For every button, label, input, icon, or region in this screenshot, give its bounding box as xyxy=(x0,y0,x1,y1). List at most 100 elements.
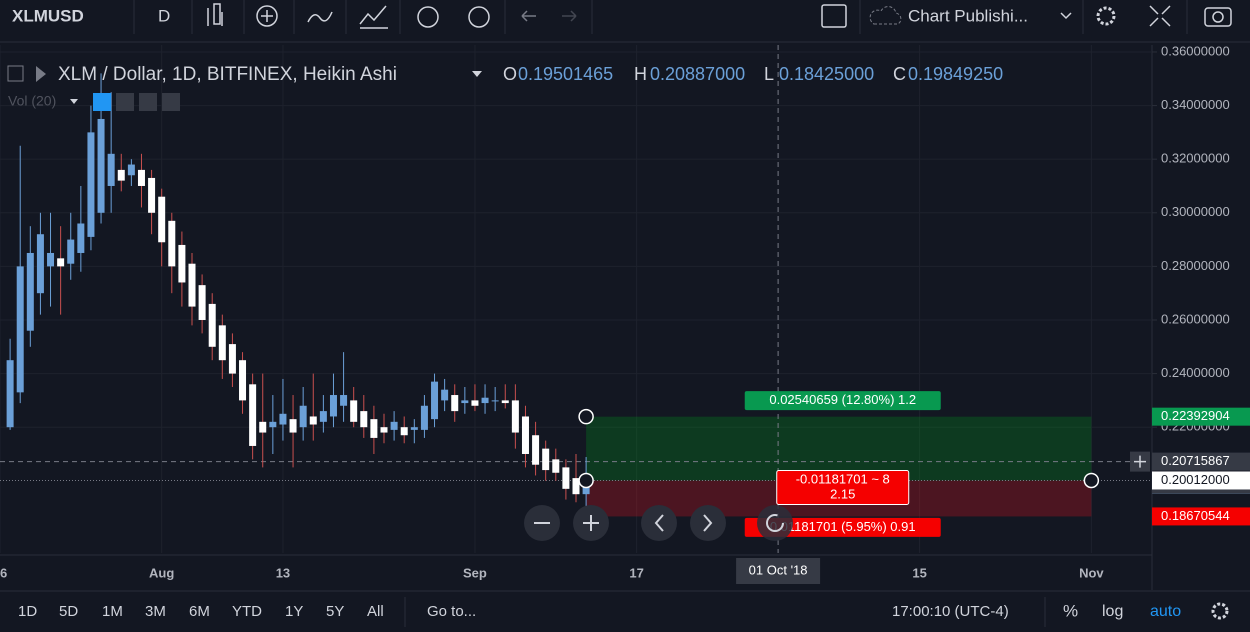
ohlc-key: O xyxy=(503,64,517,84)
range-button[interactable]: 1Y xyxy=(285,603,303,620)
ohlc-value: 0.18425000 xyxy=(779,64,874,84)
auto-toggle[interactable]: auto xyxy=(1150,603,1181,620)
candle-body xyxy=(249,384,257,446)
reset-button[interactable] xyxy=(757,505,793,541)
profit-zone xyxy=(586,416,1092,481)
volume-dropdown[interactable] xyxy=(70,99,78,104)
range-button[interactable]: 1M xyxy=(102,603,123,620)
range-button[interactable]: 3M xyxy=(145,603,166,620)
candle-body xyxy=(77,223,85,253)
candle-body xyxy=(521,416,529,454)
scroll-left-icon xyxy=(654,514,664,532)
y-tick-label: 0.30000000 xyxy=(1161,204,1230,219)
target-label-bg xyxy=(744,391,941,411)
compare-icon[interactable] xyxy=(256,5,278,27)
y-tick-label: 0.36000000 xyxy=(1161,43,1230,58)
candle-body xyxy=(420,405,428,430)
replay-icon[interactable] xyxy=(468,6,490,28)
position-handle[interactable] xyxy=(1083,472,1100,489)
log-toggle[interactable]: log xyxy=(1102,603,1123,620)
price-label: 0.20012000 xyxy=(1161,472,1230,487)
settings-button[interactable] xyxy=(1211,602,1229,620)
alert-icon[interactable] xyxy=(417,6,439,28)
indicators-icon[interactable] xyxy=(307,11,333,23)
symbol[interactable]: XLMUSD xyxy=(12,6,84,25)
candle-body xyxy=(441,389,449,401)
more-small[interactable] xyxy=(139,93,157,111)
templates-icon[interactable] xyxy=(359,5,388,29)
candle-body xyxy=(501,400,509,404)
candle-body xyxy=(47,252,55,267)
stop-label: 0.01181701 (5.95%) 0.91 xyxy=(770,519,916,534)
candle-body xyxy=(289,419,297,433)
toolbar-bg xyxy=(0,0,1250,42)
candle-body xyxy=(178,244,186,283)
candle-body xyxy=(340,395,348,406)
position-handle[interactable] xyxy=(578,472,594,489)
fullscreen-icon[interactable] xyxy=(1149,5,1171,27)
candle-body xyxy=(6,360,14,428)
candle-body xyxy=(259,421,267,433)
candle-body xyxy=(228,344,236,374)
candle-body xyxy=(400,427,408,436)
y-tick-label: 0.28000000 xyxy=(1161,258,1230,273)
redo-icon xyxy=(562,10,577,22)
volume-label: Vol (20) xyxy=(8,93,56,109)
price-label-bg xyxy=(1152,452,1250,471)
navigation-buttons xyxy=(524,505,793,541)
candle-body xyxy=(309,416,317,425)
scroll-right-icon xyxy=(703,514,713,532)
publish-button[interactable]: Chart Publishi... xyxy=(908,6,1028,25)
candle-body xyxy=(67,239,75,264)
candle-body xyxy=(431,381,439,420)
range-button[interactable]: YTD xyxy=(232,603,262,620)
candle-body xyxy=(461,400,469,404)
y-tick-label: 0.34000000 xyxy=(1161,97,1230,112)
crosshair-date: 01 Oct '18 xyxy=(749,562,808,577)
candle-body xyxy=(360,411,368,428)
ohlc-key: L xyxy=(764,64,774,84)
candle-body xyxy=(471,400,479,406)
scroll-left-button[interactable] xyxy=(641,505,677,541)
legend-title[interactable]: XLM / Dollar, 1D, BITFINEX, Heikin Ashi xyxy=(58,64,397,85)
range-button[interactable]: 6M xyxy=(189,603,210,620)
collapse-icon[interactable] xyxy=(7,65,24,82)
range-button[interactable]: All xyxy=(367,603,384,620)
remove-small[interactable] xyxy=(162,93,180,111)
candle-body xyxy=(491,400,499,402)
range-button[interactable]: 5Y xyxy=(326,603,344,620)
legend-dropdown[interactable] xyxy=(472,71,482,77)
candle-body xyxy=(57,258,65,267)
fullscreen-layout-icon[interactable] xyxy=(821,4,847,28)
chart-type-icon[interactable] xyxy=(207,3,223,26)
settings-icon[interactable] xyxy=(1096,6,1116,26)
snapshot-icon[interactable] xyxy=(1204,7,1232,27)
visibility-icon[interactable] xyxy=(93,93,111,111)
overlay: XLM / Dollar, 1D, BITFINEX, Heikin Ashi … xyxy=(7,64,1003,111)
range-button[interactable]: 5D xyxy=(59,603,78,620)
candle-body xyxy=(562,467,570,489)
ohlc-value: 0.19849250 xyxy=(908,64,1003,84)
candle-body xyxy=(127,164,135,176)
candle-body xyxy=(158,196,166,243)
scroll-right-button[interactable] xyxy=(690,505,726,541)
y-tick-label: 0.26000000 xyxy=(1161,311,1230,326)
goto-button[interactable]: Go to... xyxy=(427,603,476,620)
range-button[interactable]: 1D xyxy=(18,603,37,620)
candle-body xyxy=(279,413,287,425)
settings-small[interactable] xyxy=(116,93,134,111)
dropdown-arrow[interactable] xyxy=(1060,12,1072,20)
interval[interactable]: D xyxy=(158,6,170,25)
crosshair-date-bg xyxy=(736,558,821,584)
position-handle[interactable] xyxy=(578,408,594,425)
center-label: 2.15 xyxy=(830,486,855,501)
candle-body xyxy=(239,360,247,401)
zoom-in-icon xyxy=(583,515,599,531)
undo-icon[interactable] xyxy=(521,10,536,22)
percent-toggle[interactable]: % xyxy=(1063,601,1078,620)
price-label: 0.22392904 xyxy=(1161,408,1230,423)
candle-body xyxy=(380,427,388,433)
candle-body xyxy=(208,303,216,347)
